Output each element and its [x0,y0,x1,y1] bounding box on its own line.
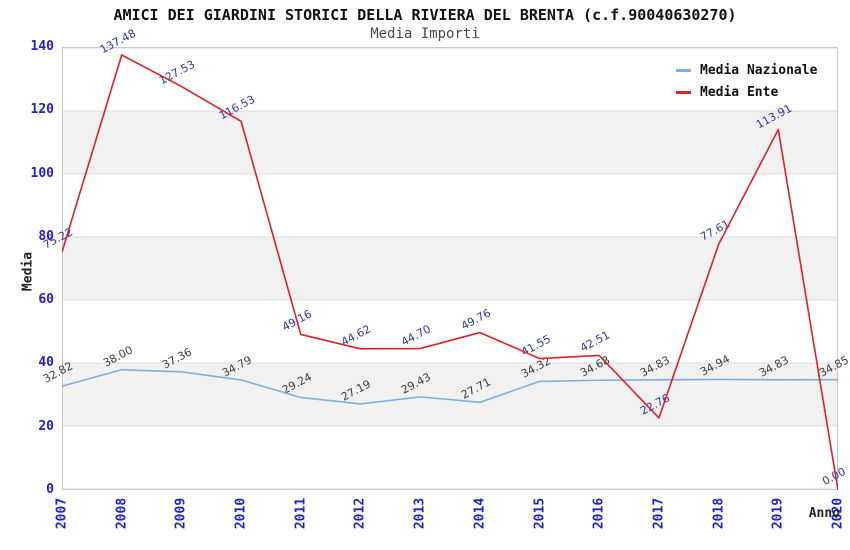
y-tick-label: 80 [38,228,54,244]
legend-swatch-media-nazionale [676,69,691,72]
chart-title: AMICI DEI GIARDINI STORICI DELLA RIVIERA… [113,6,737,24]
legend-item-media-nazionale: Media Nazionale [676,63,817,78]
legend: Media Nazionale Media Ente [676,63,817,107]
x-tick-label: 2008 [114,497,130,530]
y-tick-label: 120 [30,102,54,118]
x-axis-title: Anno [808,506,840,521]
y-tick-label: 20 [38,418,54,434]
x-tick-label: 2014 [472,497,488,530]
x-tick-label: 2018 [711,497,727,530]
x-tick-label: 2013 [412,497,428,530]
y-tick-label: 100 [30,165,54,181]
x-tick-label: 2016 [591,497,607,530]
chart-subtitle: Media Importi [370,26,480,42]
legend-label-media-ente: Media Ente [700,85,779,100]
y-tick-label: 60 [38,292,54,308]
x-tick-label: 2012 [352,497,368,530]
y-tick-label: 40 [38,355,54,371]
x-tick-label: 2007 [54,497,70,530]
x-tick-label: 2017 [651,497,667,530]
legend-label-media-nazionale: Media Nazionale [700,63,818,78]
x-tick-label: 2019 [770,497,786,530]
x-tick-label: 2011 [293,497,309,530]
legend-swatch-media-ente [676,91,691,94]
plot-area-background [62,47,838,490]
x-tick-label: 2015 [532,497,548,530]
y-tick-label: 140 [30,39,54,54]
x-tick-label: 2009 [173,497,189,530]
y-tick-label: 0 [46,482,54,497]
legend-item-media-ente: Media Ente [676,85,817,100]
x-tick-label: 2010 [233,497,249,530]
